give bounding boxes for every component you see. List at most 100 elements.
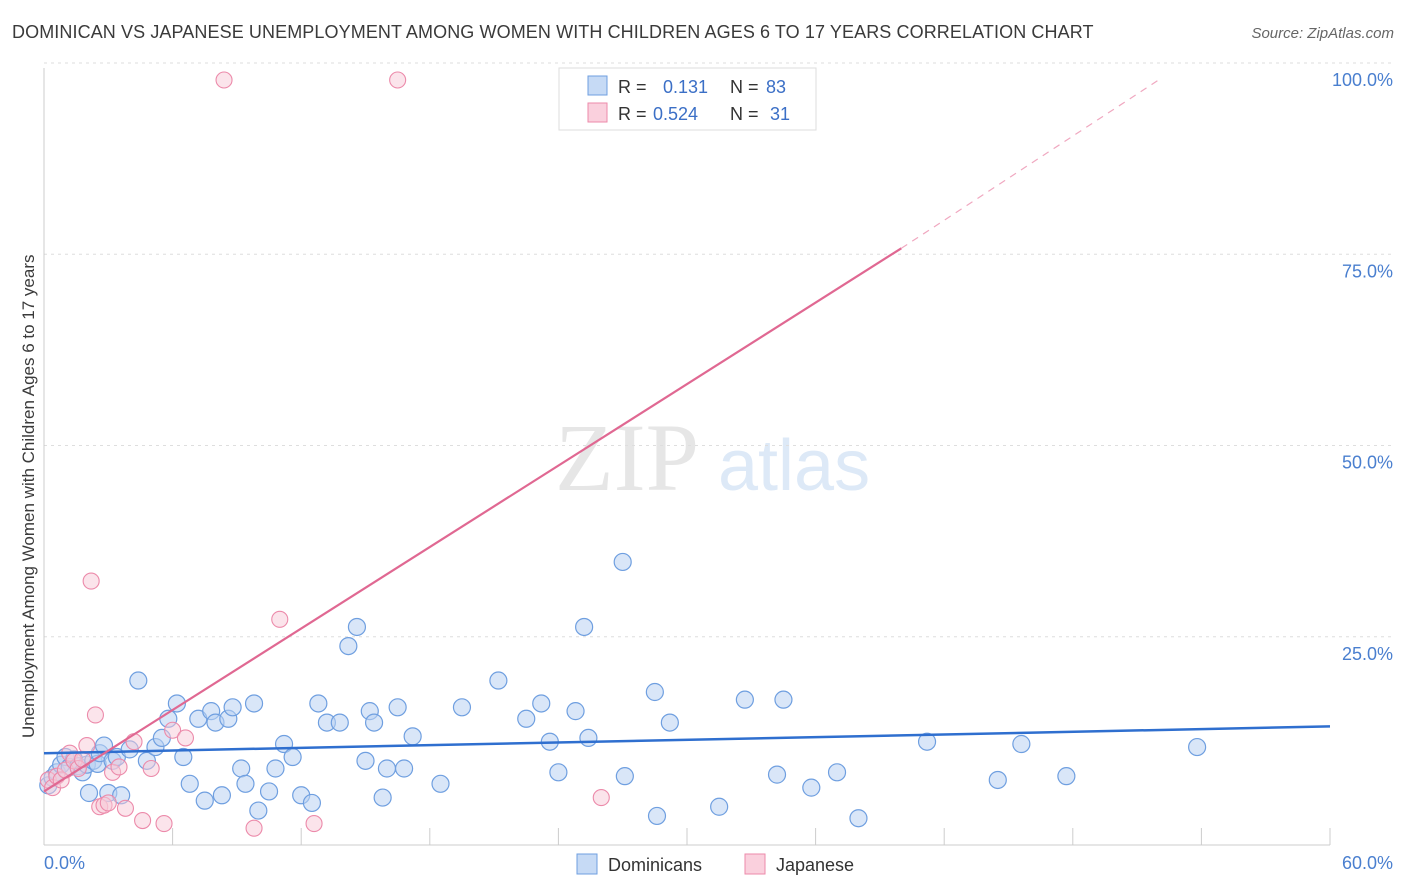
series-label-japanese: Japanese [776, 855, 854, 875]
dominicans-point-48 [339, 636, 358, 656]
dominicans-trend-line [43, 725, 1331, 755]
dominicans-point-36 [236, 774, 255, 793]
legend-n-value-1: 83 [766, 77, 786, 97]
legend-n-label-1: N = [730, 77, 759, 97]
dominicans-point-78 [827, 763, 847, 782]
dominicans-point-55 [388, 698, 407, 717]
japanese-point-30 [592, 789, 610, 807]
dominicans-point-81 [988, 770, 1007, 790]
dominicans-point-66 [575, 617, 594, 637]
dominicans-point-61 [517, 709, 536, 728]
dominicans-point-35 [232, 759, 251, 778]
dominicans-point-77 [802, 778, 821, 797]
dominicans-point-70 [645, 682, 664, 702]
japanese-point-21 [155, 815, 173, 833]
dominicans-point-38 [249, 801, 268, 820]
watermark-zip: ZIP [555, 404, 699, 511]
dominicans-point-29 [195, 791, 214, 810]
japanese-point-10 [82, 572, 100, 590]
dominicans-point-79 [849, 809, 868, 828]
japanese-point-20 [142, 759, 160, 778]
dominicans-point-37 [244, 694, 264, 713]
dominicans-point-74 [735, 690, 754, 709]
dominicans-point-68 [613, 552, 632, 572]
legend-r-value-2: 0.524 [653, 104, 698, 124]
dominicans-point-42 [283, 747, 302, 767]
dominicans-point-50 [356, 751, 375, 770]
dominicans-point-62 [532, 694, 551, 713]
japanese-point-22 [164, 721, 182, 739]
japanese-point-23 [176, 729, 195, 747]
japanese-point-27 [305, 815, 323, 833]
japanese-trend-extension [901, 79, 1159, 249]
dominicans-point-27 [180, 774, 199, 793]
dominicans-point-76 [774, 690, 793, 709]
series-legend: Dominicans Japanese [576, 853, 854, 875]
dominicans-point-25 [167, 694, 186, 713]
dominicans-point-10 [79, 783, 99, 803]
legend-r-label-1: R = [618, 77, 647, 97]
x-tick-label-1: 60.0% [1342, 853, 1393, 873]
japanese-point-26 [271, 610, 289, 628]
dominicans-point-49 [347, 617, 367, 637]
dominicans-point-47 [330, 713, 349, 732]
dominicans-point-73 [710, 797, 729, 816]
dominicans-point-40 [266, 759, 285, 778]
tick-labels: 100.0% 75.0% 50.0% 25.0% 0.0% 60.0% [44, 70, 1393, 873]
japanese-point-18 [125, 733, 143, 751]
dominicans-point-57 [403, 727, 422, 746]
dominicans-point-34 [223, 698, 242, 717]
gridlines [44, 62, 1395, 638]
y-tick-label-3: 25.0% [1342, 644, 1393, 664]
dominicans-point-80 [917, 732, 937, 751]
y-tick-label-0: 100.0% [1332, 70, 1393, 90]
dominicans-point-71 [647, 806, 667, 826]
dominicans-point-52 [364, 713, 384, 732]
dominicans-point-20 [129, 671, 148, 690]
dominicans-point-32 [212, 786, 231, 805]
watermark-atlas: atlas [718, 426, 870, 506]
dominicans-point-56 [394, 759, 414, 778]
legend-n-label-2: N = [730, 104, 759, 124]
dominicans-point-65 [566, 702, 585, 721]
japanese-point-19 [134, 811, 152, 830]
dominicans-point-67 [579, 728, 598, 748]
y-tick-label-1: 75.0% [1342, 261, 1393, 281]
japanese-point-25 [245, 819, 263, 837]
dominicans-point-72 [660, 713, 679, 732]
dominicans-point-84 [1188, 737, 1207, 757]
dominicans-point-44 [302, 793, 322, 813]
series-swatch-dominicans [576, 853, 598, 875]
dominicans-point-58 [431, 774, 450, 793]
japanese-point-17 [116, 799, 134, 817]
series-label-dominicans: Dominicans [608, 855, 702, 875]
japanese-point-14 [99, 794, 117, 812]
legend-r-label-2: R = [618, 104, 647, 124]
chart-title: DOMINICAN VS JAPANESE UNEMPLOYMENT AMONG… [12, 22, 1094, 42]
japanese-trend-line [43, 247, 902, 793]
dominicans-point-53 [373, 788, 392, 807]
dominicans-point-54 [377, 759, 397, 778]
x-tick-label-0: 0.0% [44, 853, 85, 873]
dominicans-point-59 [452, 698, 472, 717]
y-axis-label: Unemployment Among Women with Children A… [19, 255, 38, 739]
dominicans-point-83 [1057, 767, 1076, 786]
dominicans-point-64 [549, 763, 568, 782]
japanese-point-24 [215, 71, 233, 89]
trend-lines [43, 79, 1331, 793]
y-tick-label-2: 50.0% [1342, 453, 1393, 473]
dominicans-point-39 [259, 782, 279, 801]
japanese-point-16 [110, 758, 128, 776]
dominicans-point-75 [767, 765, 787, 784]
dominicans-point-60 [489, 671, 508, 690]
series-swatch-japanese [744, 853, 766, 875]
dominicans-point-69 [615, 767, 634, 786]
source-label: Source: ZipAtlas.com [1251, 25, 1394, 42]
japanese-point-28 [389, 71, 407, 89]
legend-swatch-pink [587, 102, 608, 123]
legend-swatch-blue [587, 75, 608, 96]
dominicans-point-26 [174, 747, 193, 767]
japanese-point-11 [86, 706, 104, 724]
legend-r-value-1: 0.131 [663, 77, 708, 97]
